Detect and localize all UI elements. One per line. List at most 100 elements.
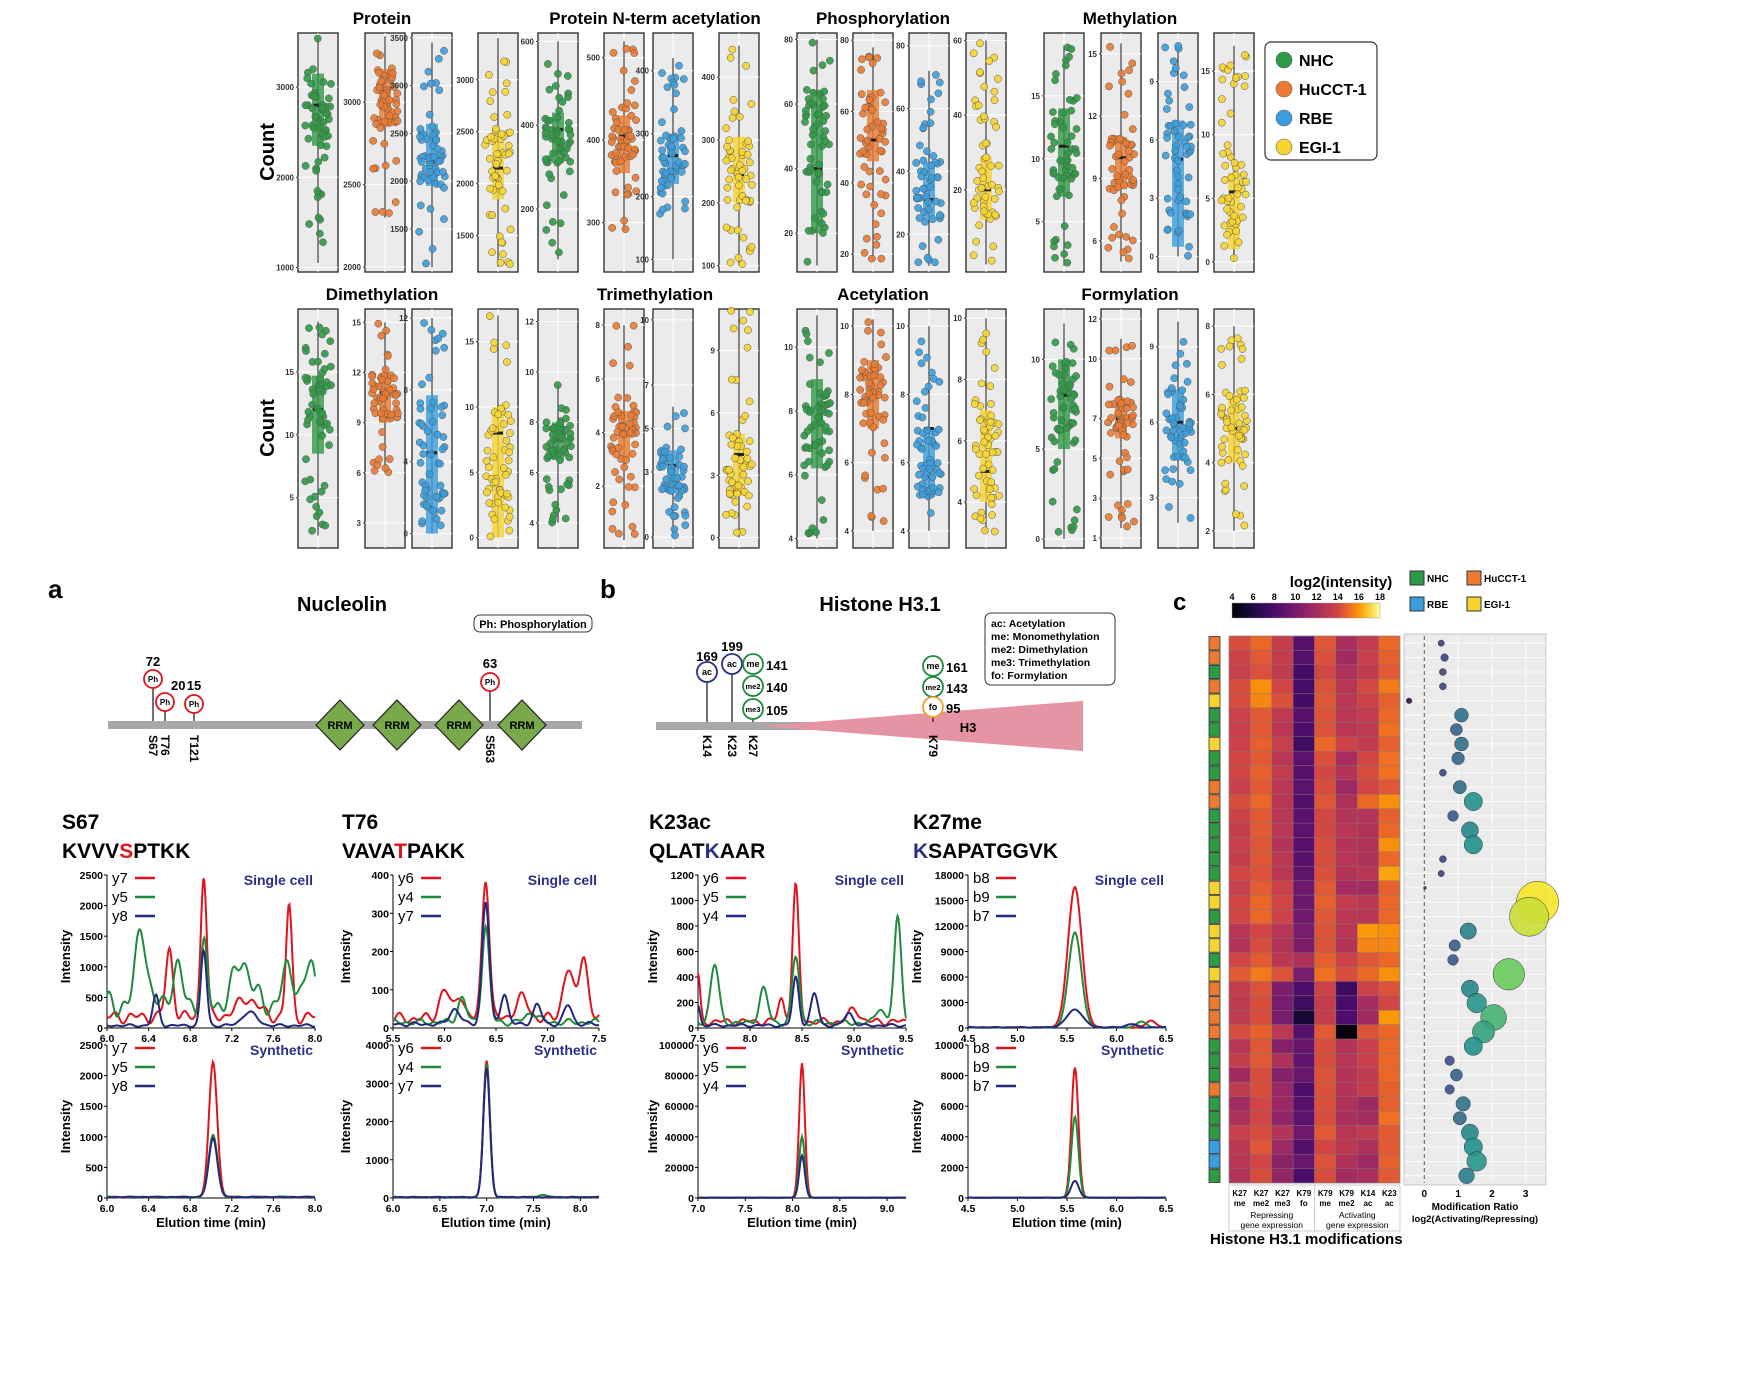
legend-swatch-NHC bbox=[1275, 51, 1293, 69]
y-tick-label: 12000 bbox=[935, 921, 964, 933]
data-point bbox=[870, 360, 879, 368]
data-point bbox=[1073, 94, 1081, 102]
data-point bbox=[745, 397, 754, 406]
data-point bbox=[504, 141, 513, 150]
ion-legend-label: y5 bbox=[703, 889, 719, 906]
data-point bbox=[545, 170, 554, 179]
heatmap-cell bbox=[1378, 1168, 1401, 1184]
row-group-NHC bbox=[1208, 1053, 1221, 1068]
data-point bbox=[1217, 118, 1226, 127]
column-label-site: K23 bbox=[1382, 1189, 1397, 1198]
heatmap-cell bbox=[1271, 866, 1294, 881]
median-mark bbox=[313, 103, 323, 107]
y-tick-label: 0 bbox=[958, 1193, 964, 1205]
sequence-seq_mod: K bbox=[913, 840, 928, 863]
heatmap-cell bbox=[1228, 1082, 1251, 1097]
data-point bbox=[1108, 233, 1116, 242]
box-panel-HuCCT-1 bbox=[1099, 308, 1142, 549]
heatmap-cell bbox=[1228, 1024, 1251, 1040]
data-point bbox=[506, 225, 515, 234]
median-mark bbox=[868, 138, 878, 142]
tick-label: 3 bbox=[357, 519, 362, 528]
tick-label: 6 bbox=[357, 469, 362, 478]
data-point bbox=[563, 438, 572, 447]
data-point bbox=[924, 198, 933, 206]
y-tick-label: 80000 bbox=[665, 1071, 694, 1083]
trace-b7 bbox=[968, 1008, 1167, 1029]
data-point bbox=[566, 421, 574, 430]
box-panel-EGI-1 bbox=[1212, 32, 1255, 273]
heatmap-cell bbox=[1250, 736, 1272, 752]
heatmap-cell bbox=[1357, 837, 1379, 853]
data-point bbox=[1119, 375, 1128, 383]
data-point bbox=[1114, 150, 1123, 159]
tick-label: 9 bbox=[1150, 78, 1155, 87]
data-point bbox=[987, 162, 995, 170]
data-point bbox=[393, 107, 402, 116]
sequence-seq_pre: QLAT bbox=[649, 840, 705, 863]
data-point bbox=[439, 489, 448, 498]
data-point bbox=[743, 454, 752, 463]
heatmap-cell bbox=[1292, 981, 1315, 997]
trace-y4 bbox=[697, 975, 907, 1029]
data-point bbox=[1105, 82, 1113, 91]
data-point bbox=[868, 59, 877, 68]
data-point bbox=[982, 450, 990, 458]
data-point bbox=[1227, 406, 1236, 415]
data-point bbox=[607, 138, 616, 146]
data-point bbox=[869, 423, 878, 432]
data-point bbox=[1240, 521, 1249, 530]
heatmap-cell bbox=[1271, 664, 1294, 680]
data-point bbox=[1221, 479, 1230, 488]
heatmap-cell bbox=[1228, 851, 1251, 867]
tick-label: 3000 bbox=[276, 83, 294, 92]
y-tick-label: 3000 bbox=[941, 998, 965, 1010]
data-point bbox=[1184, 173, 1193, 182]
x-axis-title: Elution time (min) bbox=[747, 1215, 857, 1230]
data-point bbox=[677, 445, 685, 454]
data-point bbox=[734, 254, 743, 262]
x-tick-label: 7.2 bbox=[224, 1203, 239, 1215]
mod-legend-line: fo: Formylation bbox=[991, 670, 1067, 682]
data-point bbox=[826, 399, 834, 407]
data-point bbox=[1232, 227, 1240, 235]
data-point bbox=[555, 106, 564, 115]
data-point bbox=[1218, 361, 1226, 369]
data-point bbox=[433, 430, 442, 439]
row-group-NHC bbox=[1208, 1067, 1221, 1083]
heatmap-cell bbox=[1250, 1038, 1272, 1054]
data-point bbox=[980, 438, 989, 446]
data-point bbox=[1105, 346, 1114, 355]
data-point bbox=[631, 440, 640, 449]
data-point bbox=[1129, 411, 1137, 420]
data-point bbox=[932, 197, 940, 206]
tick-label: 6 bbox=[530, 469, 535, 478]
data-point bbox=[1223, 418, 1231, 426]
box-panel-RBE bbox=[907, 308, 950, 549]
data-point bbox=[879, 415, 888, 424]
data-point bbox=[677, 167, 686, 176]
ratio-bubble bbox=[1439, 682, 1447, 691]
heatmap-cell bbox=[1271, 1139, 1294, 1155]
y-tick-label: 8000 bbox=[941, 1071, 965, 1083]
heatmap-cell bbox=[1292, 995, 1315, 1011]
data-point bbox=[499, 464, 508, 472]
ion-legend-label: b7 bbox=[973, 908, 990, 925]
y-tick-label: 500 bbox=[85, 1162, 103, 1174]
row-group-HuCCT-1 bbox=[1208, 650, 1221, 665]
heatmap-cell bbox=[1250, 1154, 1272, 1169]
data-point bbox=[1107, 414, 1115, 422]
data-point bbox=[1233, 183, 1242, 192]
heatmap-cell bbox=[1378, 851, 1401, 867]
ratio-bubble bbox=[1439, 855, 1447, 863]
data-point bbox=[802, 443, 811, 451]
data-point bbox=[385, 455, 394, 463]
data-point bbox=[735, 181, 743, 190]
data-point bbox=[630, 49, 639, 57]
heatmap-cell bbox=[1357, 880, 1379, 896]
data-point bbox=[823, 461, 831, 470]
heatmap-cell bbox=[1228, 880, 1251, 896]
x-tick-label: 9.0 bbox=[847, 1033, 862, 1045]
data-point bbox=[608, 224, 617, 232]
data-point bbox=[865, 95, 874, 104]
